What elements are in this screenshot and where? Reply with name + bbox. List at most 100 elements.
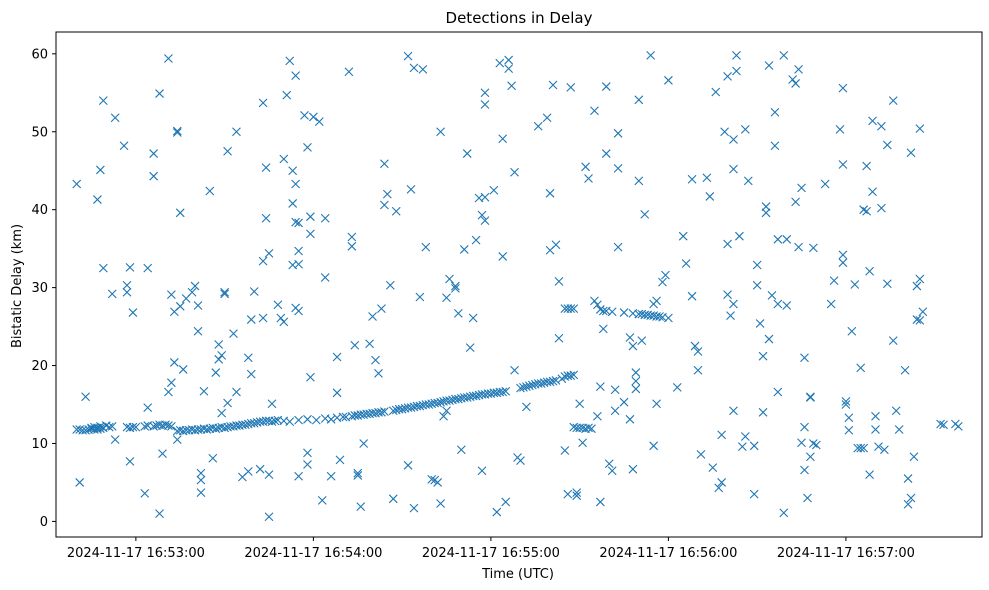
data-point — [693, 365, 703, 375]
data-point — [332, 352, 342, 362]
data-point — [178, 365, 188, 374]
data-point — [288, 166, 298, 176]
data-point — [436, 499, 445, 508]
data-point — [533, 121, 543, 131]
data-point — [232, 127, 241, 137]
data-point — [164, 387, 173, 397]
data-point — [581, 162, 590, 172]
data-point — [303, 142, 312, 152]
data-point — [595, 305, 605, 314]
data-point — [172, 435, 182, 444]
data-point — [258, 98, 268, 108]
data-point — [445, 396, 454, 406]
y-axis: 0 10 20 30 40 50 60 — [31, 47, 56, 530]
data-point — [406, 185, 416, 194]
y-tick-label: 30 — [31, 281, 48, 296]
data-point — [161, 420, 170, 430]
data-point — [841, 400, 851, 409]
data-point — [693, 347, 703, 356]
data-point — [380, 407, 389, 416]
y-tick-label: 40 — [31, 203, 48, 218]
data-point — [415, 401, 425, 411]
data-point — [166, 290, 176, 300]
data-point — [903, 499, 913, 509]
data-point — [477, 210, 487, 220]
data-point — [906, 493, 916, 503]
data-point — [844, 425, 854, 435]
data-point — [702, 173, 712, 183]
data-point — [797, 183, 806, 193]
data-point — [397, 404, 407, 414]
data-point — [590, 296, 599, 306]
data-point — [711, 87, 721, 97]
data-point — [421, 242, 431, 252]
data-point — [131, 422, 141, 432]
data-point — [587, 424, 596, 434]
data-point — [882, 140, 892, 150]
data-point — [826, 299, 836, 309]
data-point — [258, 256, 268, 266]
data-point — [232, 387, 241, 397]
data-point — [504, 64, 514, 74]
data-point — [566, 304, 576, 314]
data-point — [672, 382, 682, 392]
data-point — [279, 154, 289, 164]
data-point — [258, 313, 268, 323]
data-point — [838, 258, 848, 268]
data-point — [717, 478, 727, 487]
data-point — [619, 308, 629, 317]
data-point — [143, 263, 153, 273]
data-point — [729, 299, 738, 309]
data-point — [72, 179, 82, 189]
data-point — [859, 205, 869, 215]
data-point — [125, 457, 135, 466]
data-point — [332, 388, 342, 398]
data-point — [267, 417, 277, 427]
data-point — [453, 394, 463, 404]
data-point — [882, 279, 892, 289]
data-point — [584, 423, 593, 433]
data-point — [939, 420, 948, 430]
data-point — [918, 307, 928, 317]
data-point — [794, 65, 803, 74]
data-point — [211, 424, 221, 434]
data-point — [732, 66, 741, 76]
data-point — [519, 382, 528, 392]
data-point — [211, 368, 221, 377]
data-point — [294, 471, 303, 481]
data-point — [317, 495, 327, 505]
data-point — [800, 353, 809, 363]
data-point — [303, 460, 312, 469]
data-point — [610, 385, 620, 395]
data-point — [344, 67, 354, 77]
data-point — [122, 280, 132, 290]
data-point — [717, 430, 727, 440]
data-point — [510, 365, 519, 375]
data-point — [871, 411, 880, 421]
data-point — [308, 112, 318, 122]
data-point — [800, 422, 809, 432]
x-tick-label: 2024-11-17 16:53:00 — [67, 546, 205, 561]
data-point — [681, 259, 691, 268]
data-point — [465, 343, 475, 353]
data-point — [797, 438, 806, 448]
data-point — [291, 217, 301, 227]
data-point — [862, 206, 872, 216]
data-point — [900, 365, 910, 375]
data-point — [95, 424, 105, 434]
data-point — [291, 179, 301, 189]
data-point — [844, 413, 854, 423]
data-point — [143, 403, 153, 413]
data-point — [510, 167, 519, 177]
data-point — [791, 79, 801, 88]
data-point — [806, 392, 815, 402]
data-point — [808, 439, 818, 448]
data-point — [729, 406, 738, 416]
data-point — [548, 80, 558, 90]
data-point — [314, 117, 324, 127]
data-point — [403, 51, 413, 61]
data-point — [128, 422, 138, 432]
data-point — [613, 163, 623, 173]
data-point — [81, 392, 90, 402]
data-point — [877, 203, 886, 213]
